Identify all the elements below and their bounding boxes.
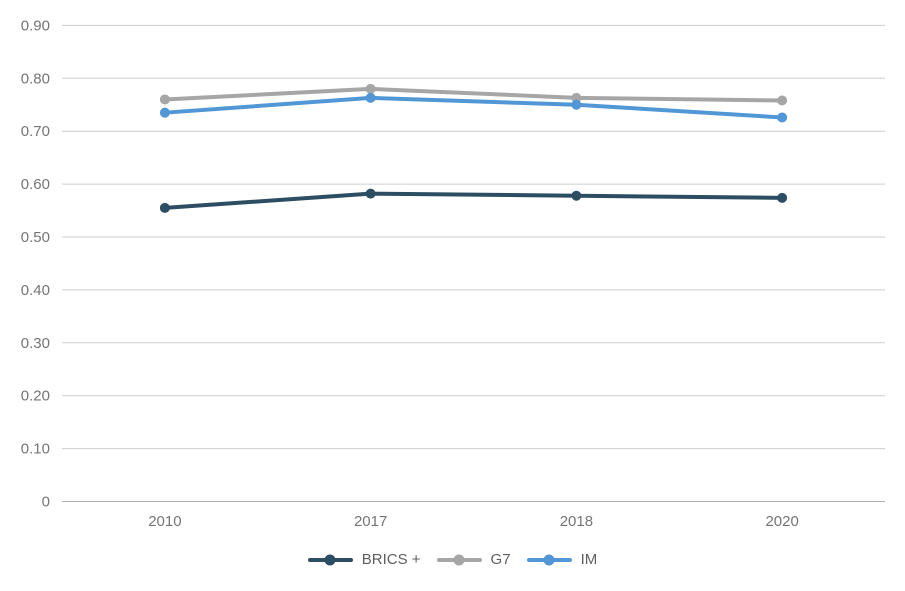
legend-marker-dot (543, 554, 555, 565)
data-point-g7-2018[interactable] (571, 92, 582, 103)
legend-label: IM (580, 551, 598, 568)
y-tick-label: 0 (42, 494, 50, 511)
legend-item-brics[interactable]: BRICS + (307, 551, 421, 568)
data-point-brics-+-2017[interactable] (365, 188, 376, 199)
series-line-brics-+ (162, 191, 785, 210)
legend-marker-line (526, 554, 572, 565)
data-point-brics-+-2018[interactable] (571, 190, 582, 201)
data-point-g7-2017[interactable] (365, 83, 376, 94)
y-tick-label: 0.30 (21, 335, 50, 352)
x-tick-label-2018: 2018 (560, 513, 593, 530)
y-tick-label: 0.80 (21, 70, 50, 87)
data-point-im-2020[interactable] (777, 112, 788, 123)
x-tick-label-2017: 2017 (354, 513, 387, 530)
data-point-g7-2010[interactable] (159, 94, 170, 105)
legend-item-g7[interactable]: G7 (436, 551, 511, 568)
legend-marker-dot (453, 554, 465, 565)
y-tick-label: 0.10 (21, 441, 50, 458)
y-tick-label: 0.90 (21, 17, 50, 34)
legend-marker-line (307, 554, 353, 565)
legend-label: BRICS + (361, 551, 421, 568)
y-tick-label: 0.70 (21, 123, 50, 140)
y-tick-label: 0.50 (21, 229, 50, 246)
data-point-im-2010[interactable] (159, 107, 170, 118)
line-chart: 0.90 0.80 0.70 0.60 0.50 0.40 0.30 0.20 0.10 0 201… (21, 17, 885, 530)
series-line-g7 (162, 86, 785, 103)
data-point-im-2018[interactable] (571, 99, 582, 110)
legend-label: G7 (490, 551, 511, 568)
y-tick-label: 0.40 (21, 282, 50, 299)
legend-item-im[interactable]: IM (526, 551, 598, 568)
chart-legend: BRICS + G7 IM (0, 551, 905, 568)
data-point-g7-2020[interactable] (777, 95, 788, 106)
legend-marker-line (436, 554, 482, 565)
series-line-im (162, 95, 785, 120)
y-tick-label: 0.60 (21, 176, 50, 193)
legend-marker-dot (324, 554, 336, 565)
data-point-im-2017[interactable] (365, 92, 376, 103)
y-tick-label: 0.20 (21, 388, 50, 405)
x-tick-label-2020: 2020 (765, 513, 798, 530)
data-point-brics-+-2020[interactable] (777, 192, 788, 203)
x-tick-label-2010: 2010 (148, 513, 181, 530)
data-point-brics-+-2010[interactable] (159, 202, 170, 213)
